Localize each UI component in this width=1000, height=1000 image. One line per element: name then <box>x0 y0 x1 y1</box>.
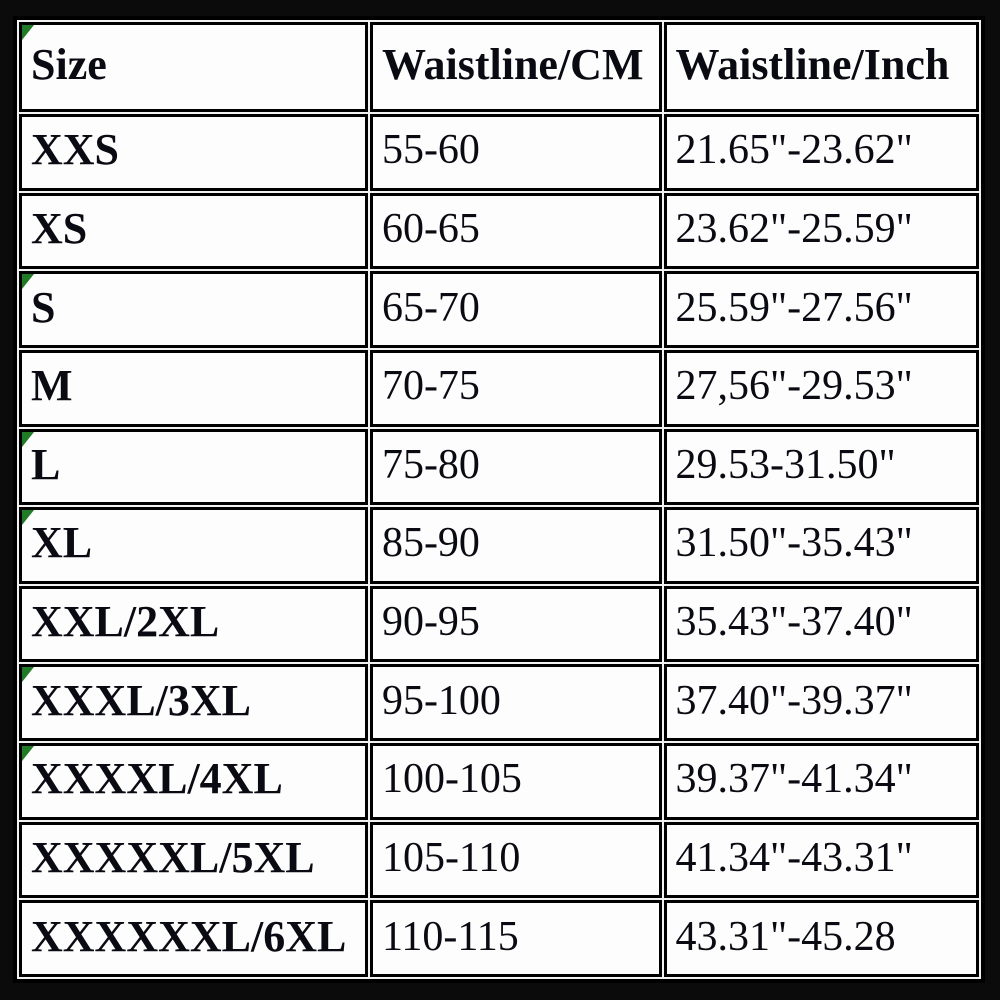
table-row: XXL/2XL 90-95 35.43"-37.40" <box>19 585 979 663</box>
header-size-label: Size <box>31 40 107 89</box>
table-row: XL 85-90 31.50"-35.43" <box>19 507 979 584</box>
table-row: XXXXXXL/6XL 110-115 43.31"-45.28 <box>19 900 979 977</box>
excel-error-marker-icon <box>22 510 34 526</box>
cm-cell: 85-90 <box>369 507 662 584</box>
inch-cell: 21.65"-23.62" <box>663 114 979 191</box>
cm-cell: 100-105 <box>369 743 662 820</box>
table-row: S 65-70 25.59"-27.56" <box>19 271 979 348</box>
size-label: XXXL/3XL <box>31 675 252 725</box>
inch-cell: 39.37"-41.34" <box>663 743 979 820</box>
table-row: XS 60-65 23.62"-25.59" <box>19 192 979 270</box>
size-label: XL <box>31 518 93 568</box>
size-cell: L <box>19 428 368 506</box>
excel-error-marker-icon <box>22 746 34 761</box>
cm-cell: 95-100 <box>369 664 662 741</box>
size-cell: XXS <box>19 114 368 191</box>
cm-cell: 55-60 <box>369 114 662 191</box>
size-label: XXXXL/4XL <box>31 754 283 804</box>
header-cm-cell: Waistline/CM <box>369 22 662 112</box>
table-row: L 75-80 29.53-31.50" <box>19 428 979 506</box>
excel-error-marker-icon <box>22 274 34 290</box>
table-row: XXXL/3XL 95-100 37.40"-39.37" <box>19 664 979 741</box>
size-cell: XXXXXL/5XL <box>19 821 368 899</box>
table-row: M 70-75 27,56"-29.53" <box>19 349 979 427</box>
excel-error-marker-icon <box>22 667 34 683</box>
table-row: XXS 55-60 21.65"-23.62" <box>19 114 979 191</box>
size-cell: S <box>19 271 368 348</box>
header-inch-cell: Waistline/Inch <box>663 22 979 112</box>
size-chart-table: Size Waistline/CM Waistline/Inch XXS 55-… <box>13 16 985 983</box>
cm-cell: 70-75 <box>369 349 662 427</box>
size-cell: XXXL/3XL <box>19 664 368 741</box>
size-cell: XXL/2XL <box>19 585 368 663</box>
inch-cell: 41.34"-43.31" <box>663 821 979 899</box>
size-label: L <box>31 439 61 489</box>
cm-cell: 90-95 <box>369 585 662 663</box>
cm-cell: 105-110 <box>369 821 662 899</box>
size-cell: XL <box>19 507 368 584</box>
size-cell: XS <box>19 192 368 270</box>
inch-cell: 27,56"-29.53" <box>663 349 979 427</box>
table-row: XXXXXL/5XL 105-110 41.34"-43.31" <box>19 821 979 899</box>
cm-cell: 60-65 <box>369 192 662 270</box>
header-size-cell: Size <box>19 22 368 112</box>
size-cell: XXXXL/4XL <box>19 743 368 820</box>
cm-cell: 110-115 <box>369 900 662 977</box>
inch-cell: 29.53-31.50" <box>663 428 979 506</box>
header-row: Size Waistline/CM Waistline/Inch <box>19 22 979 112</box>
size-cell: M <box>19 349 368 427</box>
inch-cell: 43.31"-45.28 <box>663 900 979 977</box>
inch-cell: 23.62"-25.59" <box>663 192 979 270</box>
cm-cell: 75-80 <box>369 428 662 506</box>
size-label: S <box>31 282 56 332</box>
size-cell: XXXXXXL/6XL <box>19 900 368 977</box>
inch-cell: 35.43"-37.40" <box>663 585 979 663</box>
inch-cell: 25.59"-27.56" <box>663 271 979 348</box>
cm-cell: 65-70 <box>369 271 662 348</box>
inch-cell: 31.50"-35.43" <box>663 507 979 584</box>
inch-cell: 37.40"-39.37" <box>663 664 979 741</box>
excel-error-marker-icon <box>22 431 34 447</box>
table-row: XXXXL/4XL 100-105 39.37"-41.34" <box>19 743 979 820</box>
header-inch-label: Waistline/Inch <box>675 40 950 89</box>
excel-error-marker-icon <box>22 25 34 40</box>
header-cm-label: Waistline/CM <box>381 40 644 89</box>
